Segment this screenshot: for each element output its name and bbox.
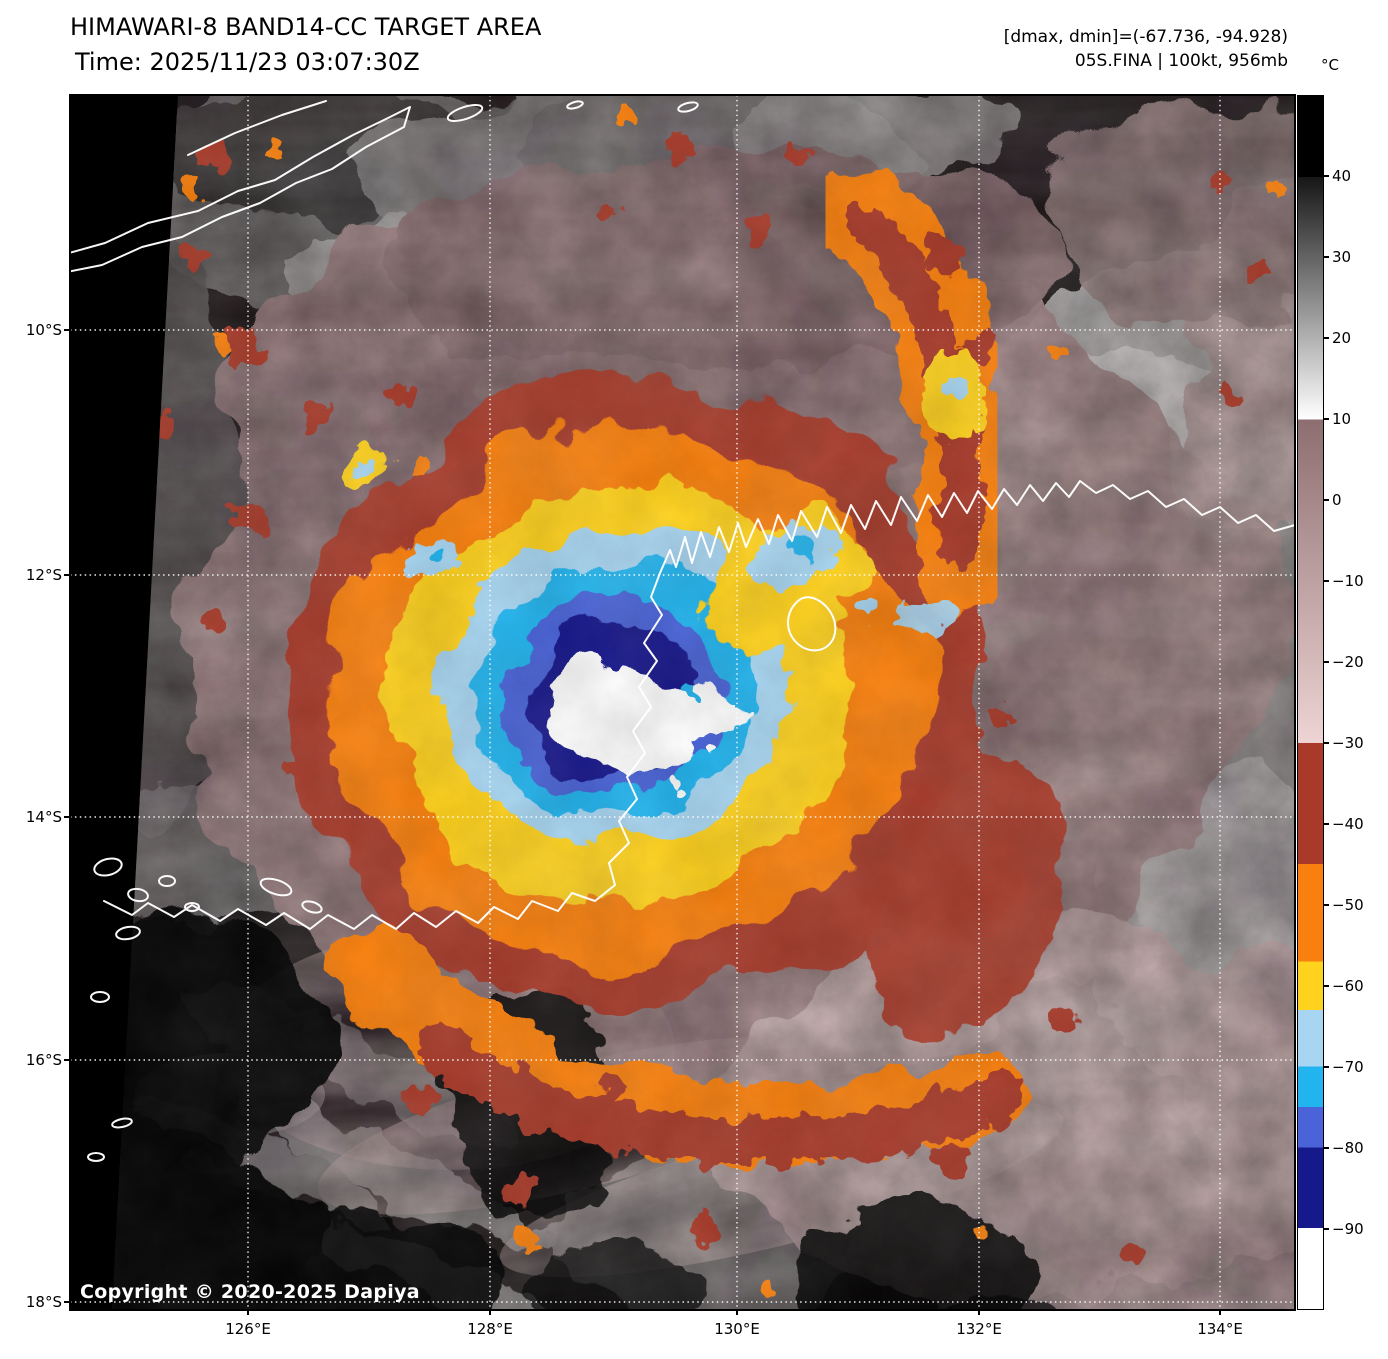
colorbar-tick xyxy=(1324,499,1329,501)
copyright-text: Copyright © 2020-2025 Dapiya xyxy=(80,1281,420,1303)
gulf-coastline xyxy=(786,596,837,652)
colorbar-tick-label: 20 xyxy=(1332,329,1352,347)
colorbar-tick-label: 30 xyxy=(1332,248,1352,266)
lon-label: 128°E xyxy=(467,1320,513,1338)
axis-tick xyxy=(64,816,70,818)
axis-tick xyxy=(736,1310,738,1315)
colorbar-tick xyxy=(1324,661,1329,663)
axis-tick xyxy=(64,1059,70,1061)
colorbar-tick-label: 40 xyxy=(1332,167,1352,185)
axis-tick xyxy=(489,1310,491,1315)
colorbar-tick-label: −50 xyxy=(1332,896,1364,914)
colorbar-tick xyxy=(1324,904,1329,906)
axis-tick xyxy=(978,1310,980,1315)
colorbar-tick-label: −60 xyxy=(1332,977,1364,995)
colorbar-tick xyxy=(1324,823,1329,825)
colorbar-tick-label: −10 xyxy=(1332,572,1364,590)
colorbar-tick-label: −30 xyxy=(1332,734,1364,752)
dmax-dmin-annotation: [dmax, dmin]=(-67.736, -94.928) xyxy=(1003,27,1288,47)
storm-info-annotation: 05S.FINA | 100kt, 956mb xyxy=(1074,51,1288,71)
colorbar-tick xyxy=(1324,742,1329,744)
satellite-image xyxy=(70,95,1295,1310)
colorbar-tick xyxy=(1324,1147,1329,1149)
lat-label: 12°S xyxy=(25,566,62,584)
lat-label: 18°S xyxy=(25,1293,62,1311)
colorbar-tick-label: −90 xyxy=(1332,1220,1364,1238)
colorbar-tick xyxy=(1324,580,1329,582)
lon-label: 130°E xyxy=(714,1320,760,1338)
lon-label: 132°E xyxy=(956,1320,1002,1338)
axis-tick xyxy=(1219,1310,1221,1315)
colorbar-tick xyxy=(1324,985,1329,987)
satellite-map: Copyright © 2020-2025 Dapiya xyxy=(69,94,1296,1311)
colorbar-tick-label: 0 xyxy=(1332,491,1342,509)
island-outlines xyxy=(87,857,323,1162)
axis-tick xyxy=(64,1301,70,1303)
colorbar-unit-label: °C xyxy=(1321,56,1339,74)
colorbar-tick xyxy=(1324,256,1329,258)
lat-label: 14°S xyxy=(25,808,62,826)
colorbar-tick xyxy=(1324,1228,1329,1230)
colorbar-tick xyxy=(1324,1066,1329,1068)
axis-tick xyxy=(64,574,70,576)
lat-label: 10°S xyxy=(25,321,62,339)
colorbar-tick xyxy=(1324,418,1329,420)
colorbar-tick-label: −20 xyxy=(1332,653,1364,671)
colorbar-tick-label: 10 xyxy=(1332,410,1352,428)
colorbar-tick-label: −80 xyxy=(1332,1139,1364,1157)
colorbar xyxy=(1297,95,1324,1310)
colorbar-tick xyxy=(1324,337,1329,339)
colorbar-tick-label: −70 xyxy=(1332,1058,1364,1076)
kimberley-north-coastline xyxy=(659,480,1295,574)
lat-label: 16°S xyxy=(25,1051,62,1069)
colorbar-tick-label: −40 xyxy=(1332,815,1364,833)
figure-time: Time: 2025/11/23 03:07:30Z xyxy=(75,48,420,76)
axis-tick xyxy=(64,329,70,331)
lon-label: 134°E xyxy=(1197,1320,1243,1338)
gridlines xyxy=(70,95,1295,1310)
timor-coastline xyxy=(70,106,411,273)
colorbar-tick xyxy=(1324,175,1329,177)
lon-label: 126°E xyxy=(225,1320,271,1338)
figure-title: HIMAWARI-8 BAND14-CC TARGET AREA xyxy=(70,13,542,41)
axis-tick xyxy=(247,1310,249,1315)
